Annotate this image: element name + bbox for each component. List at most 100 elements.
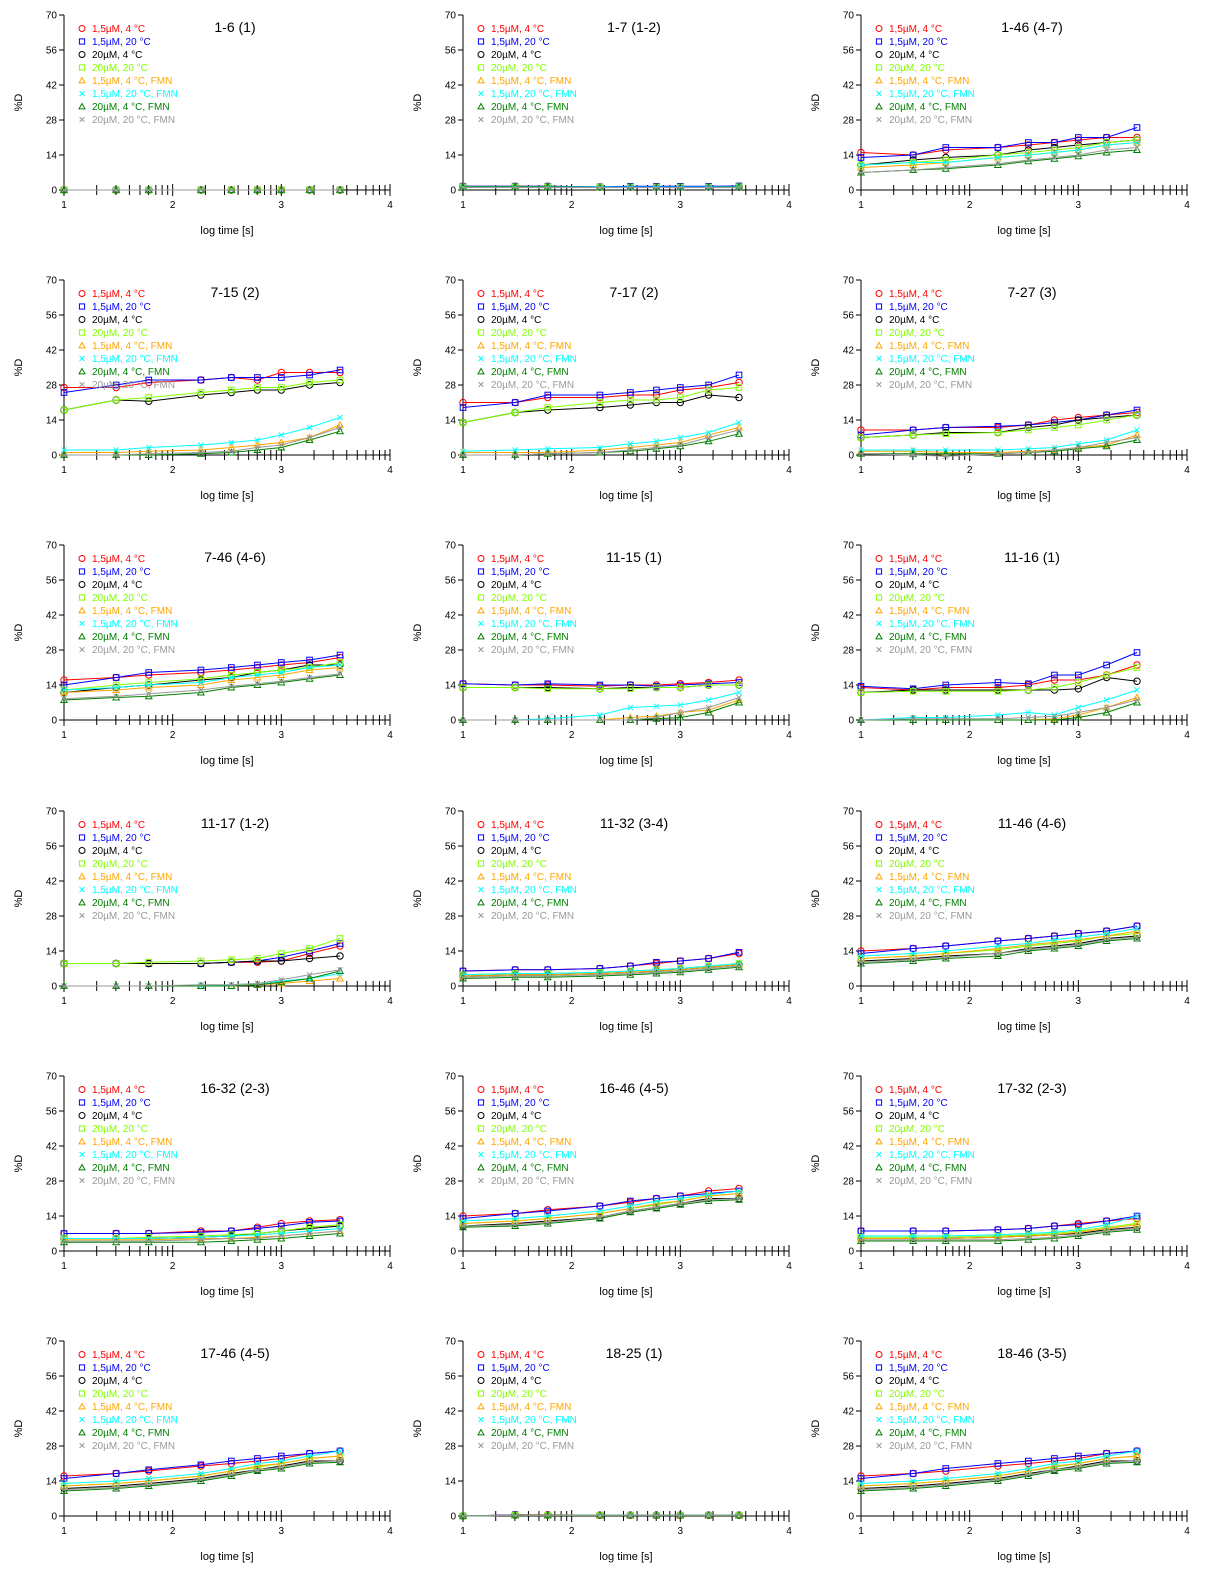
legend-marker [877, 1152, 882, 1157]
legend-label: 1,5µM, 20 °C [491, 1098, 550, 1109]
y-tick-label: 28 [843, 646, 855, 657]
legend-label: 1,5µM, 20 °C, FMN [491, 354, 577, 365]
x-tick-label: 3 [279, 996, 285, 1007]
y-tick-label: 42 [843, 81, 855, 92]
legend-label: 1,5µM, 4 °C, FMN [491, 341, 571, 352]
legend-marker [79, 1113, 85, 1119]
legend-marker [478, 369, 484, 374]
y-tick-label: 70 [843, 11, 855, 22]
y-tick-label: 14 [843, 1212, 855, 1223]
series-group [61, 953, 343, 967]
data-point [337, 428, 343, 434]
legend-marker [478, 861, 483, 866]
series-group [61, 941, 343, 967]
y-tick-label: 70 [843, 276, 855, 287]
data-point [736, 372, 742, 378]
legend-label: 20µM, 20 °C, FMN [92, 1441, 175, 1452]
legend-marker [876, 848, 882, 854]
legend-label: 20µM, 4 °C, FMN [491, 367, 569, 378]
legend-label: 1,5µM, 4 °C [491, 820, 544, 831]
legend-marker [877, 887, 882, 892]
y-axis-label: %D [810, 1155, 822, 1173]
legend-marker [877, 647, 882, 652]
x-tick-label: 4 [387, 996, 393, 1007]
legend-label: 20µM, 20 °C, FMN [491, 1176, 574, 1187]
y-tick-label: 0 [848, 1247, 854, 1258]
legend-label: 20µM, 4 °C [491, 315, 541, 326]
legend-label: 20µM, 20 °C [491, 859, 547, 870]
legend-label: 20µM, 20 °C, FMN [491, 115, 574, 126]
legend-marker [877, 117, 882, 122]
y-tick-label: 0 [51, 451, 57, 462]
legend-label: 20µM, 20 °C, FMN [491, 911, 574, 922]
x-tick-label: 3 [678, 996, 684, 1007]
legend-label: 1,5µM, 4 °C [491, 24, 544, 35]
legend-marker [478, 1165, 484, 1170]
series-group [460, 392, 742, 426]
legend-label: 20µM, 20 °C, FMN [889, 645, 972, 656]
legend-label: 20µM, 20 °C, FMN [92, 911, 175, 922]
legend-marker [876, 569, 881, 574]
y-tick-label: 56 [445, 46, 457, 57]
legend-label: 20µM, 20 °C [491, 328, 547, 339]
legend-marker [478, 1087, 484, 1093]
x-tick-label: 2 [569, 1261, 575, 1272]
y-tick-label: 0 [848, 982, 854, 993]
y-tick-label: 56 [46, 1107, 58, 1118]
legend-label: 1,5µM, 20 °C [491, 37, 550, 48]
legend-marker [877, 91, 882, 96]
legend-marker [876, 556, 882, 562]
legend-label: 20µM, 4 °C, FMN [491, 632, 569, 643]
legend-marker [876, 1391, 881, 1396]
legend-marker [478, 26, 484, 32]
y-axis-label: %D [810, 1420, 822, 1438]
legend-marker [876, 634, 882, 639]
legend-label: 20µM, 4 °C, FMN [92, 102, 170, 113]
legend-label: 1,5µM, 4 °C, FMN [92, 341, 172, 352]
chart-title: 17-32 (2-3) [997, 1080, 1066, 1096]
legend-label: 1,5µM, 20 °C, FMN [92, 1150, 178, 1161]
y-tick-label: 28 [843, 912, 855, 923]
legend-label: 20µM, 20 °C [889, 859, 945, 870]
y-tick-label: 14 [445, 151, 457, 162]
chart-title: 17-46 (4-5) [200, 1345, 269, 1361]
legend-label: 20µM, 20 °C [92, 1389, 148, 1400]
series-line [861, 413, 1137, 431]
legend-marker [80, 913, 85, 918]
legend-marker [478, 1404, 484, 1409]
legend-label: 20µM, 4 °C [92, 1376, 142, 1387]
legend-label: 20µM, 20 °C, FMN [889, 1441, 972, 1452]
legend-label: 20µM, 4 °C, FMN [889, 367, 967, 378]
legend-marker [79, 835, 84, 840]
legend-label: 20µM, 20 °C, FMN [889, 380, 972, 391]
legend-marker [479, 647, 484, 652]
x-tick-label: 3 [279, 730, 285, 741]
y-tick-label: 42 [46, 611, 58, 622]
x-axis-label: log time [s] [997, 1551, 1050, 1563]
x-axis-label: log time [s] [200, 1021, 253, 1033]
x-tick-label: 3 [1076, 730, 1082, 741]
y-tick-label: 14 [843, 1477, 855, 1488]
y-tick-label: 28 [445, 116, 457, 127]
y-axis-label: %D [810, 359, 822, 377]
legend-label: 1,5µM, 20 °C [491, 1363, 550, 1374]
legend-marker [478, 595, 483, 600]
legend-marker [478, 52, 484, 58]
legend-marker [478, 1365, 483, 1370]
x-tick-label: 4 [1184, 200, 1190, 211]
legend-marker [478, 39, 483, 44]
legend-label: 1,5µM, 20 °C [92, 567, 151, 578]
x-tick-label: 2 [569, 996, 575, 1007]
legend-marker [478, 1430, 484, 1435]
legend-marker [478, 569, 483, 574]
chart-title: 18-25 (1) [606, 1345, 663, 1361]
legend-marker [479, 1417, 484, 1422]
y-tick-label: 42 [445, 877, 457, 888]
